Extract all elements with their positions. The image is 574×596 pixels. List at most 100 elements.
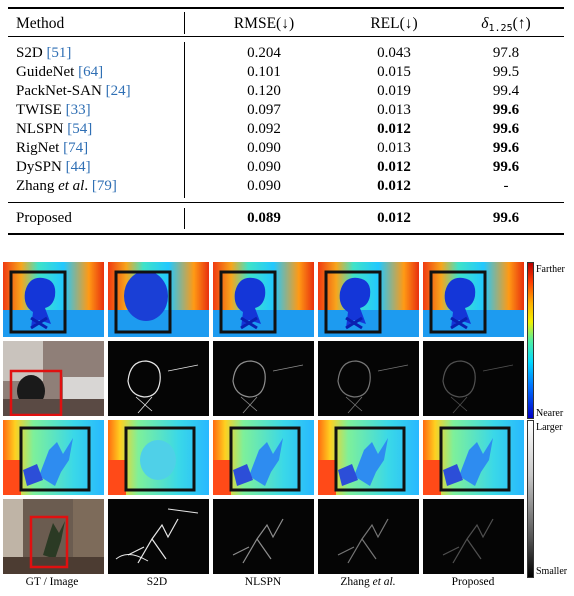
- highlight-box: [114, 270, 172, 334]
- rmse-value: 0.089: [247, 210, 281, 226]
- highlight-box: [19, 426, 91, 492]
- near-region: [423, 460, 441, 495]
- error-edges: [337, 518, 389, 564]
- method-name: GuideNet [64]: [16, 63, 103, 82]
- rmse-value: 0.097: [247, 102, 281, 118]
- highlight-box: [334, 426, 406, 492]
- zhang-label-name: Zhang: [340, 576, 370, 588]
- tile-graphic: [3, 499, 104, 574]
- delta-value: 99.6: [492, 102, 520, 118]
- delta-value: 99.6: [492, 121, 520, 137]
- plant-shape: [354, 438, 388, 486]
- delta-value: 99.6: [492, 210, 520, 226]
- error-map-background: [213, 499, 314, 574]
- error-map-background: [108, 341, 209, 416]
- error-map-background: [423, 341, 524, 416]
- object-shape: [234, 277, 266, 328]
- tile-error-1-nlspn: [213, 341, 314, 416]
- tile-depth-2-nlspn: [213, 420, 314, 495]
- error-edges-detail: [115, 508, 199, 562]
- method-label: GuideNet: [16, 64, 75, 80]
- tile-depth-1-zhang: [318, 262, 419, 337]
- tile-graphic: [423, 499, 524, 574]
- tile-error-1-gt-image: [3, 341, 104, 416]
- rel-value: 0.019: [377, 83, 411, 99]
- header-delta: δ1.25(↑): [460, 14, 552, 38]
- table-row: GuideNet [64] 0.101 0.015 99.5: [8, 63, 564, 82]
- rel-value: 0.012: [377, 210, 411, 226]
- method-name: S2D [51]: [16, 44, 71, 63]
- rmse-value: 0.090: [247, 178, 281, 194]
- proposed-divider: [184, 208, 185, 229]
- header-method: Method: [16, 15, 65, 32]
- rmse-value: 0.120: [247, 83, 281, 99]
- body-divider: [184, 42, 185, 198]
- citation-link[interactable]: [54]: [67, 121, 93, 137]
- header-rmse: RMSE(↓): [233, 15, 295, 32]
- tile-depth-1-nlspn: [213, 262, 314, 337]
- method-name: NLSPN [54]: [16, 120, 92, 139]
- object-shape: [24, 277, 56, 328]
- rmse-value: 0.204: [247, 45, 281, 61]
- citation-link[interactable]: [79]: [91, 178, 117, 194]
- error-bar-top-label: Larger: [536, 422, 563, 433]
- error-colorbar: [527, 420, 534, 578]
- citation-link[interactable]: [44]: [65, 159, 91, 175]
- citation-link[interactable]: [33]: [65, 102, 91, 118]
- tile-depth-2-proposed: [423, 420, 524, 495]
- window-region: [3, 341, 43, 381]
- chair-legs: [450, 316, 468, 330]
- error-edges: [232, 518, 284, 564]
- citation-link[interactable]: [51]: [46, 45, 72, 61]
- citation-link[interactable]: [64]: [78, 64, 104, 80]
- highlight-box: [9, 369, 63, 416]
- delta-symbol: δ: [481, 15, 489, 32]
- tile-graphic: [213, 341, 314, 416]
- error-edges-detail: [135, 364, 199, 414]
- error-edges: [442, 518, 494, 564]
- method-name: Proposed: [16, 210, 72, 226]
- zhang-label-etal: et al.: [372, 576, 396, 588]
- method-label: S2D: [16, 45, 43, 61]
- results-table: Method RMSE(↓) REL(↓) δ1.25(↑) S2D [51] 0…: [8, 0, 564, 240]
- error-edges-detail: [240, 364, 304, 414]
- citation-link[interactable]: [74]: [63, 140, 89, 156]
- tile-graphic: [3, 341, 104, 416]
- tile-graphic: [3, 262, 104, 337]
- tile-error-2-proposed: [423, 499, 524, 574]
- object-shape: [339, 277, 371, 328]
- header-divider: [184, 12, 185, 34]
- blurred-object: [140, 440, 176, 480]
- chair-shape: [443, 464, 463, 486]
- method-name: Zhang et al. [79]: [16, 177, 117, 196]
- rmse-value: 0.090: [247, 159, 281, 175]
- plant-shape: [39, 438, 73, 486]
- tile-error-1-zhang: [318, 341, 419, 416]
- rel-value: 0.043: [377, 45, 411, 61]
- object-shape: [444, 277, 476, 328]
- citation-link[interactable]: [24]: [105, 83, 131, 99]
- tile-depth-2-s2d: [108, 420, 209, 495]
- delta-value: 99.4: [492, 83, 520, 99]
- tile-graphic: [318, 262, 419, 337]
- tile-graphic: [318, 341, 419, 416]
- column-label-zhang: Zhang et al.: [316, 576, 420, 588]
- delta-value: 99.5: [492, 64, 520, 80]
- qualitative-figure: Farther Nearer Larger Smaller GT / Image…: [0, 258, 574, 596]
- highlight-box: [124, 426, 196, 492]
- error-edges-detail: [345, 364, 409, 414]
- tile-error-2-s2d: [108, 499, 209, 574]
- floor-region: [3, 399, 104, 416]
- column-label-proposed: Proposed: [451, 576, 495, 588]
- tile-graphic: [423, 341, 524, 416]
- tile-graphic: [108, 420, 209, 495]
- error-edges: [442, 360, 476, 398]
- tile-graphic: [213, 262, 314, 337]
- blurred-object: [124, 271, 168, 321]
- tile-graphic: [3, 420, 104, 495]
- rel-value: 0.012: [377, 121, 411, 137]
- tile-graphic: [213, 420, 314, 495]
- floor-region: [3, 557, 104, 574]
- plant-shape: [249, 438, 283, 486]
- delta-value: 99.6: [492, 159, 520, 175]
